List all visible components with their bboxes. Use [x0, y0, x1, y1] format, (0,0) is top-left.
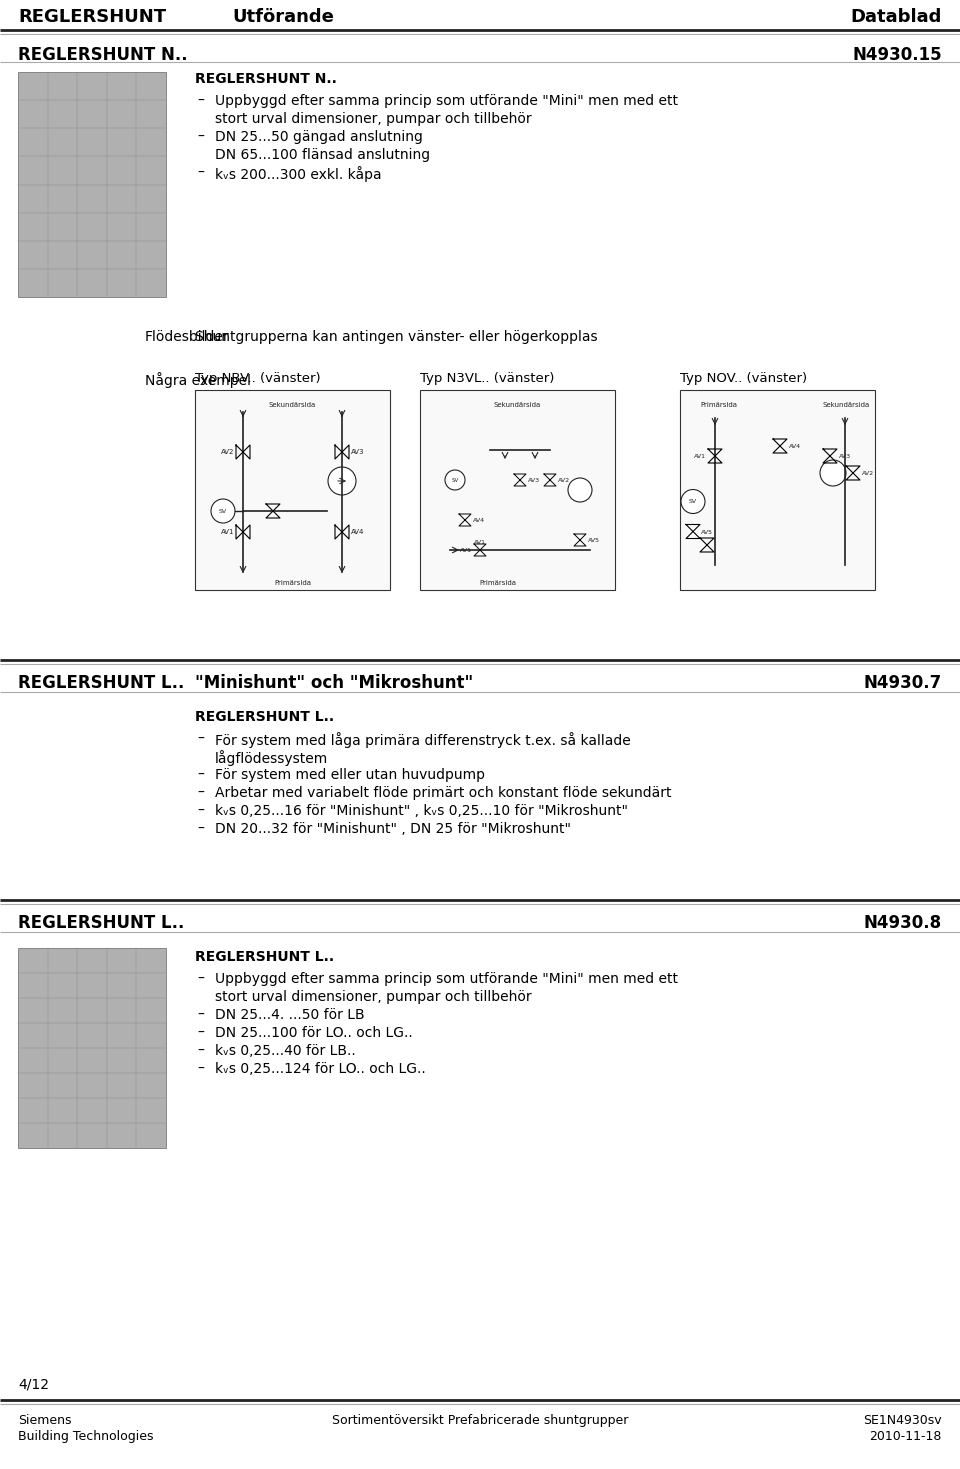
Circle shape	[820, 460, 846, 486]
Text: kᵥs 0,25...16 för "Minishunt" , kᵥs 0,25...10 för "Mikroshunt": kᵥs 0,25...16 för "Minishunt" , kᵥs 0,25…	[215, 804, 628, 818]
Text: –: –	[197, 972, 204, 986]
Bar	[195, 389, 390, 591]
Text: –: –	[197, 166, 204, 181]
Text: N4930.15: N4930.15	[852, 46, 942, 65]
Text: AV5: AV5	[588, 538, 600, 542]
Bar	[680, 389, 875, 591]
Text: REGLERSHUNT: REGLERSHUNT	[18, 7, 166, 26]
Bar	[18, 72, 166, 297]
Text: Utförande: Utförande	[232, 7, 334, 26]
Text: SV: SV	[219, 508, 228, 514]
Text: Typ NOV.. (vänster): Typ NOV.. (vänster)	[680, 372, 807, 385]
Text: Sekundärsida: Sekundärsida	[269, 403, 316, 408]
Text: Primärsida: Primärsida	[479, 580, 516, 586]
Text: AV3: AV3	[528, 477, 540, 482]
Text: –: –	[197, 804, 204, 818]
Text: AV2: AV2	[221, 450, 234, 455]
Text: –: –	[197, 732, 204, 746]
Text: AV2: AV2	[558, 477, 570, 482]
Text: "Minishunt" och "Mikroshunt": "Minishunt" och "Mikroshunt"	[195, 674, 473, 692]
Text: –: –	[197, 1008, 204, 1022]
Text: –: –	[197, 129, 204, 144]
Text: DN 25...50 gängad anslutning: DN 25...50 gängad anslutning	[215, 129, 422, 144]
Circle shape	[568, 477, 592, 502]
Text: AV2: AV2	[862, 470, 875, 476]
Text: DN 20...32 för "Minishunt" , DN 25 för "Mikroshunt": DN 20...32 för "Minishunt" , DN 25 för "…	[215, 823, 571, 836]
Text: Arbetar med variabelt flöde primärt och konstant flöde sekundärt: Arbetar med variabelt flöde primärt och …	[215, 786, 671, 801]
Text: Sekundärsida: Sekundärsida	[823, 403, 870, 408]
Text: AV4: AV4	[789, 444, 802, 448]
Text: För system med låga primära differenstryck t.ex. så kallade: För system med låga primära differenstry…	[215, 732, 631, 748]
Circle shape	[211, 499, 235, 523]
Text: 4/12: 4/12	[18, 1378, 49, 1393]
Text: Sekundärsida: Sekundärsida	[493, 403, 541, 408]
Text: AV4: AV4	[351, 529, 365, 535]
Text: –: –	[197, 786, 204, 801]
Text: –: –	[197, 1025, 204, 1040]
Text: Primärsida: Primärsida	[274, 580, 311, 586]
Text: AV1: AV1	[221, 529, 234, 535]
Text: Siemens: Siemens	[18, 1415, 71, 1426]
Text: AV4: AV4	[473, 517, 485, 523]
Text: Datablad: Datablad	[851, 7, 942, 26]
Bar	[18, 948, 166, 1147]
Text: Uppbyggd efter samma princip som utförande "Mini" men med ett: Uppbyggd efter samma princip som utföran…	[215, 972, 678, 986]
Text: SV: SV	[689, 499, 697, 504]
Circle shape	[445, 470, 465, 491]
Text: REGLERSHUNT N..: REGLERSHUNT N..	[18, 46, 187, 65]
Text: SE1N4930sv: SE1N4930sv	[863, 1415, 942, 1426]
Text: –: –	[197, 1044, 204, 1058]
Text: AV1: AV1	[460, 548, 472, 552]
Text: DN 65...100 flänsad anslutning: DN 65...100 flänsad anslutning	[215, 148, 430, 162]
Text: stort urval dimensioner, pumpar och tillbehör: stort urval dimensioner, pumpar och till…	[215, 112, 532, 126]
Text: REGLERSHUNT L..: REGLERSHUNT L..	[18, 674, 184, 692]
Text: För system med eller utan huvudpump: För system med eller utan huvudpump	[215, 768, 485, 782]
Circle shape	[328, 467, 356, 495]
Text: Typ N3VL.. (vänster): Typ N3VL.. (vänster)	[420, 372, 554, 385]
Text: DN 25...100 för LO.. och LG..: DN 25...100 för LO.. och LG..	[215, 1025, 413, 1040]
Text: SV: SV	[451, 477, 459, 482]
Text: AV5: AV5	[701, 530, 713, 535]
Text: kᵥs 0,25...124 för LO.. och LG..: kᵥs 0,25...124 för LO.. och LG..	[215, 1062, 425, 1075]
Text: N4930.7: N4930.7	[864, 674, 942, 692]
Text: AV1: AV1	[694, 454, 706, 458]
Text: Primärsida: Primärsida	[700, 403, 737, 408]
Text: lågflödessystem: lågflödessystem	[215, 751, 328, 765]
Text: –: –	[197, 823, 204, 836]
Text: –: –	[197, 768, 204, 782]
Text: –: –	[197, 1062, 204, 1075]
Text: Typ NBV.. (vänster): Typ NBV.. (vänster)	[195, 372, 321, 385]
Text: Uppbyggd efter samma princip som utförande "Mini" men med ett: Uppbyggd efter samma princip som utföran…	[215, 94, 678, 109]
Bar	[420, 389, 615, 591]
Text: kᵥs 200...300 exkl. kåpa: kᵥs 200...300 exkl. kåpa	[215, 166, 382, 182]
Circle shape	[681, 489, 705, 514]
Text: REGLERSHUNT L..: REGLERSHUNT L..	[195, 710, 334, 724]
Text: Building Technologies: Building Technologies	[18, 1429, 154, 1443]
Text: Shuntgrupperna kan antingen vänster- eller högerkopplas: Shuntgrupperna kan antingen vänster- ell…	[195, 331, 598, 344]
Text: DN 25...4. ...50 för LB: DN 25...4. ...50 för LB	[215, 1008, 365, 1022]
Text: kᵥs 0,25...40 för LB..: kᵥs 0,25...40 för LB..	[215, 1044, 356, 1058]
Text: AV3: AV3	[839, 454, 852, 458]
Text: AV1: AV1	[474, 541, 486, 545]
Text: N4930.8: N4930.8	[864, 914, 942, 931]
Text: Sortimentöversikt Prefabricerade shuntgrupper: Sortimentöversikt Prefabricerade shuntgr…	[332, 1415, 628, 1426]
Text: Några exempel: Några exempel	[145, 372, 251, 388]
Text: 2010-11-18: 2010-11-18	[870, 1429, 942, 1443]
Text: stort urval dimensioner, pumpar och tillbehör: stort urval dimensioner, pumpar och till…	[215, 990, 532, 1003]
Text: REGLERSHUNT L..: REGLERSHUNT L..	[18, 914, 184, 931]
Text: REGLERSHUNT L..: REGLERSHUNT L..	[195, 950, 334, 964]
Text: Flödesbilder: Flödesbilder	[145, 331, 229, 344]
Text: REGLERSHUNT N..: REGLERSHUNT N..	[195, 72, 337, 87]
Text: –: –	[197, 94, 204, 109]
Text: AV3: AV3	[351, 450, 365, 455]
